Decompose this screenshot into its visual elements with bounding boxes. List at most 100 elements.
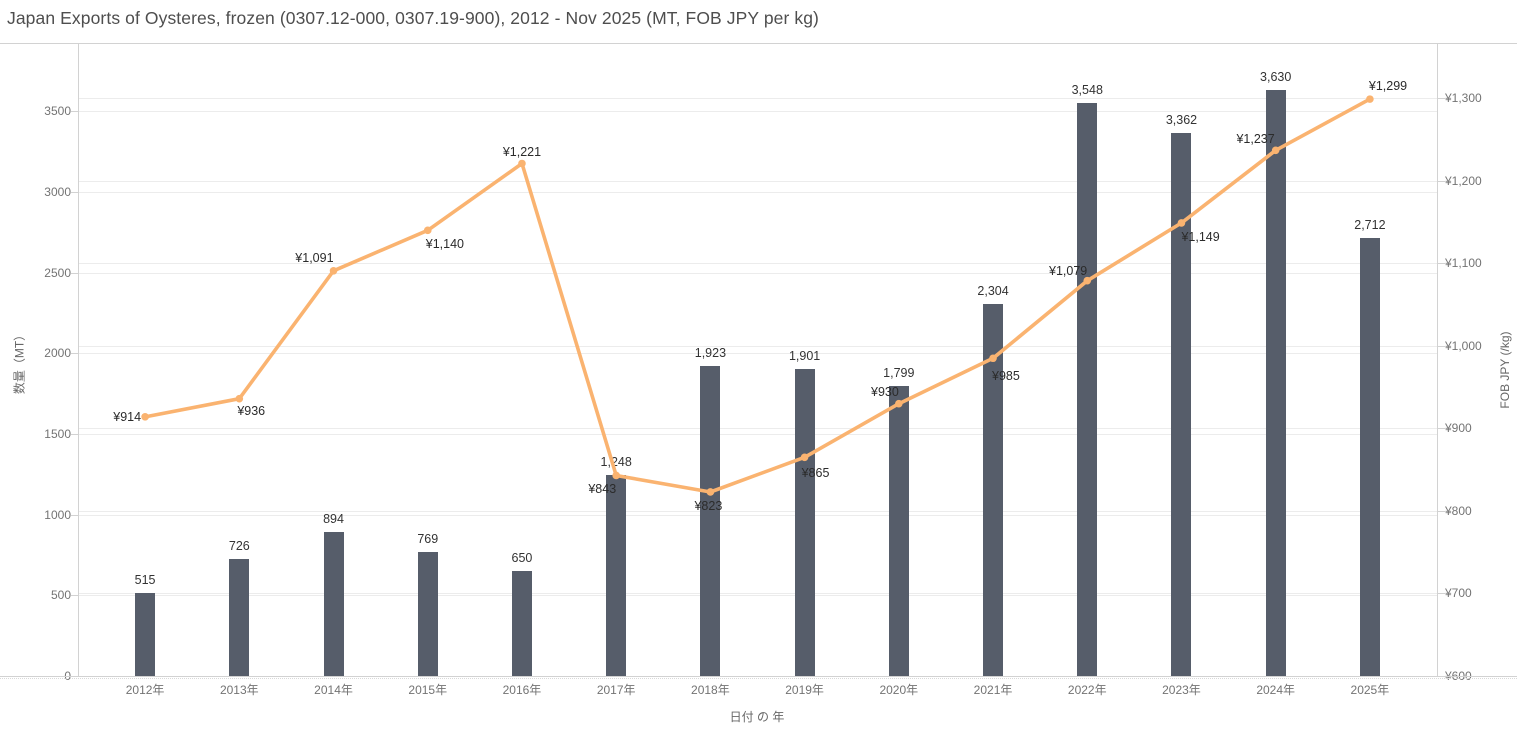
x-axis-tick-label: 2021年 bbox=[973, 683, 1013, 697]
y2-axis-tick-label: ¥800 bbox=[1445, 503, 1472, 518]
bar-value-label: 1,799 bbox=[883, 365, 915, 380]
chart-title: Japan Exports of Oysteres, frozen (0307.… bbox=[7, 8, 819, 28]
bar-2022年[interactable] bbox=[1077, 103, 1098, 676]
left-gridline bbox=[78, 111, 1437, 113]
line-point-2018年[interactable] bbox=[706, 488, 715, 496]
line-value-label: ¥1,079 bbox=[1049, 263, 1088, 278]
y-axis-tick-label: 2000 bbox=[44, 346, 71, 361]
bottom-axis-line bbox=[0, 676, 1517, 677]
right-axis-tickmark bbox=[1438, 428, 1445, 430]
right-gridline bbox=[78, 345, 1437, 347]
bar-value-label: 515 bbox=[134, 572, 156, 587]
x-axis-tick-label: 2025年 bbox=[1350, 683, 1390, 697]
top-border-line bbox=[0, 43, 1517, 44]
line-value-label: ¥1,299 bbox=[1368, 79, 1408, 94]
bar-value-label: 726 bbox=[228, 538, 250, 553]
line-value-label: ¥985 bbox=[992, 369, 1020, 384]
line-point-2020年[interactable] bbox=[895, 399, 903, 408]
line-point-2021年[interactable] bbox=[989, 354, 997, 363]
bar-2015年[interactable] bbox=[417, 551, 438, 676]
line-value-label: ¥1,140 bbox=[425, 237, 464, 252]
bar-2025年[interactable] bbox=[1359, 238, 1380, 676]
bar-value-label: 650 bbox=[511, 551, 533, 566]
y-axis-tick-label: 2500 bbox=[44, 265, 71, 280]
left-axis-tickmark bbox=[71, 191, 78, 193]
right-gridline bbox=[78, 428, 1437, 430]
right-gridline bbox=[78, 593, 1437, 595]
bar-2016年[interactable] bbox=[511, 571, 532, 676]
bar-value-label: 2,304 bbox=[977, 284, 1009, 299]
line-point-2025年[interactable] bbox=[1366, 95, 1374, 103]
bar-2020年[interactable] bbox=[888, 385, 909, 676]
line-value-label: ¥1,149 bbox=[1181, 229, 1220, 244]
right-axis-line bbox=[1437, 43, 1438, 677]
right-axis-title: FOB JPY (/kg) bbox=[1498, 331, 1512, 409]
left-gridline bbox=[78, 514, 1437, 516]
y2-axis-tick-label: ¥1,200 bbox=[1445, 173, 1482, 188]
bar-value-label: 1,923 bbox=[694, 345, 727, 360]
left-axis-title: 数量（MT） bbox=[12, 328, 27, 395]
line-value-label: ¥865 bbox=[801, 466, 830, 481]
bar-value-label: 1,901 bbox=[788, 349, 821, 364]
line-point-2017年[interactable] bbox=[612, 471, 620, 480]
line-value-label: ¥1,221 bbox=[502, 145, 542, 160]
right-axis-tickmark bbox=[1438, 98, 1445, 100]
x-axis-tick-label: 2015年 bbox=[408, 683, 448, 697]
left-gridline bbox=[78, 272, 1437, 274]
line-point-2023年[interactable] bbox=[1177, 219, 1186, 227]
bar-value-label: 3,630 bbox=[1260, 70, 1292, 85]
bar-value-label: 1,248 bbox=[600, 454, 632, 469]
y-axis-tick-label: 3000 bbox=[44, 184, 71, 199]
bar-2019年[interactable] bbox=[794, 369, 815, 676]
left-gridline bbox=[78, 353, 1437, 355]
line-point-2024年[interactable] bbox=[1271, 146, 1280, 155]
line-value-label: ¥914 bbox=[113, 409, 142, 424]
line-value-label: ¥823 bbox=[694, 498, 723, 513]
line-point-2016年[interactable] bbox=[518, 159, 526, 168]
line-value-label: ¥843 bbox=[588, 482, 617, 497]
bar-2018年[interactable] bbox=[700, 365, 721, 676]
right-axis-tickmark bbox=[1438, 180, 1445, 182]
bar-2023年[interactable] bbox=[1171, 133, 1192, 676]
line-point-2019年[interactable] bbox=[800, 453, 809, 462]
bar-2012年[interactable] bbox=[135, 592, 156, 676]
bar-value-label: 3,548 bbox=[1071, 83, 1103, 98]
y2-axis-tick-label: ¥1,100 bbox=[1445, 256, 1482, 271]
bar-2014年[interactable] bbox=[323, 531, 344, 676]
left-axis-tickmark bbox=[71, 514, 78, 516]
bar-value-label: 894 bbox=[323, 511, 344, 526]
bar-2024年[interactable] bbox=[1265, 90, 1286, 676]
right-gridline bbox=[78, 263, 1437, 265]
bar-value-label: 769 bbox=[417, 531, 439, 546]
x-axis-dotted-tickline bbox=[0, 678, 1517, 679]
line-point-2013年[interactable] bbox=[235, 394, 244, 403]
left-axis-tickmark bbox=[71, 595, 78, 597]
line-point-2022年[interactable] bbox=[1083, 276, 1092, 285]
left-axis-tickmark bbox=[71, 433, 78, 435]
bar-2013年[interactable] bbox=[229, 558, 250, 676]
left-axis-line bbox=[78, 43, 79, 677]
x-axis-tick-label: 2017年 bbox=[596, 683, 636, 697]
left-gridline bbox=[78, 433, 1437, 435]
right-axis-tickmark bbox=[1438, 510, 1445, 512]
y-axis-tick-label: 1000 bbox=[44, 507, 71, 522]
x-axis-tick-label: 2014年 bbox=[314, 683, 353, 697]
bar-2017年[interactable] bbox=[606, 474, 627, 676]
line-value-label: ¥930 bbox=[871, 384, 899, 399]
left-axis-tickmark bbox=[71, 353, 78, 355]
x-axis-tick-label: 2022年 bbox=[1067, 683, 1107, 697]
left-gridline bbox=[78, 595, 1437, 597]
line-value-label: ¥1,091 bbox=[295, 250, 334, 265]
x-axis-tick-label: 2016年 bbox=[502, 683, 542, 697]
right-axis-tickmark bbox=[1438, 345, 1445, 347]
line-point-2012年[interactable] bbox=[141, 413, 149, 421]
line-point-2014年[interactable] bbox=[329, 266, 338, 275]
line-value-label: ¥936 bbox=[237, 403, 266, 418]
x-axis-tick-label: 2020年 bbox=[879, 683, 919, 697]
x-axis-title: 日付 の 年 bbox=[729, 710, 785, 724]
left-axis-tickmark bbox=[71, 272, 78, 274]
line-point-2015年[interactable] bbox=[423, 226, 432, 235]
